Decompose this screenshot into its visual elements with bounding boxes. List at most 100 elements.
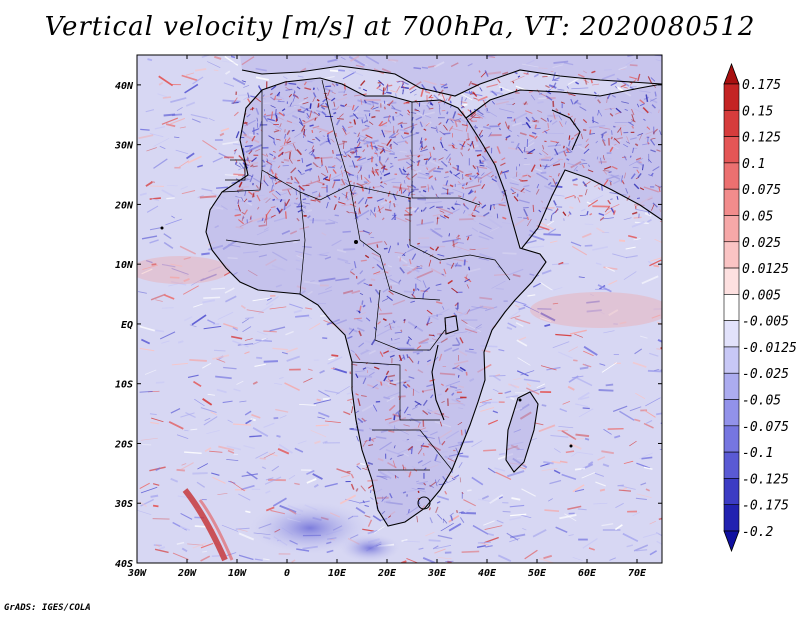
field-streak [658, 517, 662, 521]
land-streak [372, 383, 378, 389]
land-streak [463, 210, 466, 214]
field-streak [324, 420, 341, 423]
land-streak [370, 497, 374, 500]
land-streak [464, 278, 470, 283]
field-streak [582, 70, 588, 74]
field-streak [202, 550, 208, 553]
field-streak [509, 396, 515, 401]
land-streak [465, 173, 473, 176]
field-streak [226, 552, 237, 557]
land-streak [309, 124, 314, 127]
land-streak [465, 138, 471, 141]
field-streak [448, 522, 462, 532]
field-streak [212, 476, 226, 484]
field-streak [390, 89, 398, 93]
land-streak [414, 400, 422, 406]
field-streak [601, 73, 616, 80]
land-streak [581, 159, 586, 161]
land-streak [582, 119, 588, 124]
land-streak [364, 176, 370, 183]
land-streak [318, 175, 320, 182]
land-streak [419, 140, 423, 144]
land-streak [454, 202, 461, 206]
land-streak [244, 209, 248, 215]
field-streak [181, 74, 198, 82]
land-streak [547, 117, 549, 122]
land-streak [466, 284, 470, 289]
land-streak [443, 124, 448, 131]
land-streak [442, 132, 451, 135]
land-streak [538, 209, 542, 213]
land-streak [476, 166, 480, 173]
land-streak [483, 211, 490, 217]
land-streak [552, 163, 561, 167]
land-streak [403, 466, 407, 470]
field-streak [293, 309, 303, 314]
field-streak [223, 323, 238, 330]
land-streak [371, 439, 375, 442]
land-streak [635, 157, 642, 161]
field-streak [221, 60, 238, 64]
field-streak [644, 212, 652, 217]
land-streak [343, 155, 347, 158]
field-streak [233, 423, 251, 426]
field-streak [245, 510, 251, 514]
land-streak [301, 157, 304, 163]
land-streak [520, 187, 525, 193]
land-streak [393, 141, 399, 146]
land-streak [636, 103, 640, 108]
field-streak [348, 69, 364, 77]
land-streak [399, 266, 405, 274]
land-streak [461, 124, 468, 127]
land-streak [526, 152, 533, 155]
land-streak [368, 232, 372, 236]
land-streak [336, 118, 344, 120]
land-streak [439, 136, 442, 141]
field-streak [329, 69, 339, 73]
land-streak [650, 172, 654, 176]
land-streak [362, 304, 366, 308]
land-streak [272, 150, 276, 153]
land-streak [432, 146, 435, 151]
field-streak [507, 470, 525, 478]
land-streak [650, 77, 656, 82]
land-streak [426, 309, 433, 315]
land-streak [534, 135, 538, 140]
land-streak [600, 131, 608, 136]
field-streak [309, 322, 321, 330]
land-streak [414, 207, 420, 213]
land-streak [263, 116, 268, 122]
field-streak [598, 310, 605, 315]
land-streak [612, 210, 616, 215]
land-streak [600, 157, 602, 165]
land-streak [360, 98, 363, 105]
field-streak [268, 453, 278, 457]
field-streak [574, 488, 585, 493]
land-streak [326, 201, 329, 209]
land-streak [441, 400, 445, 404]
colorbar-label: 0.125 [742, 131, 781, 146]
field-streak [471, 476, 484, 486]
land-streak [458, 195, 462, 197]
field-streak [237, 94, 248, 97]
field-streak [269, 306, 287, 310]
field-streak [601, 450, 614, 455]
field-streak [568, 346, 579, 352]
land-streak [331, 139, 335, 143]
field-streak [200, 407, 217, 414]
land-streak [352, 185, 356, 191]
land-streak [322, 183, 325, 186]
field-streak [181, 463, 187, 466]
field-streak [263, 422, 275, 429]
land-streak [498, 127, 502, 131]
field-streak [336, 468, 351, 475]
field-streak [152, 504, 159, 508]
land-streak [547, 181, 552, 186]
field-streak [608, 309, 619, 317]
field-streak [541, 404, 547, 407]
field-streak [526, 383, 532, 387]
field-streak [461, 550, 480, 554]
land-streak [296, 149, 302, 156]
field-streak [540, 312, 556, 322]
field-streak [284, 382, 300, 392]
